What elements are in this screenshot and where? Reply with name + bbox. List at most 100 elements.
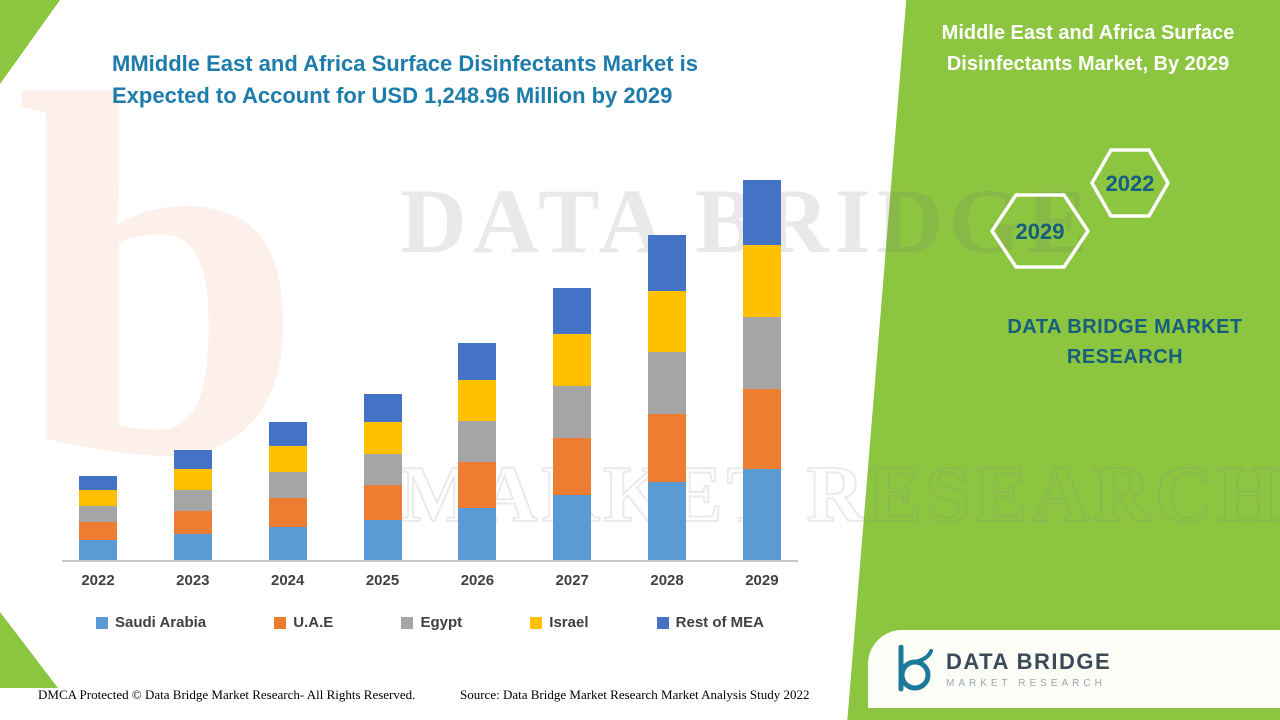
legend-label: Egypt bbox=[420, 614, 463, 631]
bar-segment bbox=[79, 522, 117, 540]
logo-panel: DATA BRIDGE MARKET RESEARCH bbox=[868, 630, 1280, 708]
legend-item: Rest of MEA bbox=[656, 614, 764, 631]
legend-swatch bbox=[96, 616, 108, 629]
bar-segment bbox=[268, 471, 307, 498]
bar-stack bbox=[363, 393, 402, 560]
bar-stack bbox=[458, 342, 497, 560]
bar-segment bbox=[173, 489, 212, 511]
bar-segment bbox=[268, 422, 307, 446]
category-labels: 2022 2023 2024 2025 2026 2027 2028 2029 bbox=[62, 572, 798, 589]
legend-swatch bbox=[401, 616, 414, 629]
bar-segment bbox=[648, 235, 687, 291]
bar-segment bbox=[553, 288, 592, 335]
stacked-bar-chart: 2022 2023 2024 2025 2026 2027 2028 2029 bbox=[62, 180, 798, 589]
legend-item: U.A.E bbox=[274, 614, 333, 631]
hexagon-badges: 2029 2022 bbox=[989, 148, 1171, 269]
bar-stack bbox=[553, 288, 592, 560]
green-corner-triangle-bottom bbox=[0, 612, 58, 688]
axis-label: 2028 bbox=[650, 572, 684, 589]
logo-subtitle: MARKET RESEARCH bbox=[946, 678, 1106, 689]
hexagon-2022-label: 2022 bbox=[1106, 171, 1155, 196]
bar-segment bbox=[742, 468, 781, 560]
bar-column bbox=[447, 180, 507, 560]
logo-title: DATA BRIDGE bbox=[946, 649, 1112, 674]
bar-segment bbox=[363, 422, 402, 454]
bar-segment bbox=[648, 482, 687, 560]
axis-label: 2029 bbox=[745, 572, 779, 589]
hexagon-2029-outline bbox=[989, 193, 1091, 269]
bar-segment bbox=[363, 485, 402, 521]
bar-segment bbox=[363, 393, 402, 423]
bar-segment bbox=[79, 475, 117, 491]
bar-segment bbox=[363, 520, 402, 560]
bar-segment bbox=[173, 510, 212, 534]
legend-swatch bbox=[656, 616, 669, 629]
bar-column bbox=[542, 180, 602, 560]
bar-stack bbox=[79, 475, 117, 560]
legend-swatch bbox=[530, 616, 543, 629]
axis-label: 2025 bbox=[365, 572, 400, 589]
bar-segment bbox=[363, 453, 402, 486]
bar-segment bbox=[173, 449, 212, 469]
legend-item: Israel bbox=[530, 614, 589, 631]
bar-segment bbox=[79, 490, 117, 507]
bar-segment bbox=[173, 533, 212, 560]
data-bridge-logo-icon bbox=[898, 645, 933, 692]
bar-segment bbox=[553, 334, 592, 387]
bar-segment bbox=[648, 414, 687, 483]
bars bbox=[62, 180, 798, 562]
legend-label: Israel bbox=[549, 614, 589, 631]
axis-label: 2027 bbox=[555, 572, 589, 589]
bar-segment bbox=[553, 386, 592, 438]
bar-segment bbox=[742, 317, 781, 390]
bar-column bbox=[353, 180, 413, 560]
bar-stack bbox=[742, 180, 781, 560]
footer-copyright: DMCA Protected © Data Bridge Market Rese… bbox=[38, 687, 416, 702]
axis-label: 2024 bbox=[271, 572, 305, 589]
axis-label: 2022 bbox=[81, 572, 115, 589]
legend-item: Egypt bbox=[401, 614, 462, 631]
bar-segment bbox=[458, 379, 497, 421]
legend-label: Rest of MEA bbox=[675, 614, 764, 631]
bar-segment bbox=[458, 420, 497, 463]
footer-source: Source: Data Bridge Market Research Mark… bbox=[460, 687, 810, 702]
bar-stack bbox=[173, 449, 212, 560]
legend-item: Saudi Arabia bbox=[96, 614, 206, 631]
bar-segment bbox=[648, 352, 687, 415]
bar-segment bbox=[79, 539, 117, 560]
bar-segment bbox=[648, 290, 687, 353]
page-title: MMiddle East and Africa Surface Disinfec… bbox=[112, 51, 699, 108]
bar-column bbox=[163, 180, 223, 560]
bar-column bbox=[68, 180, 128, 560]
legend-swatch bbox=[274, 616, 287, 629]
bar-segment bbox=[268, 445, 307, 472]
axis-label: 2026 bbox=[460, 572, 495, 589]
brand-text: DATA BRIDGE MARKET RESEARCH bbox=[1007, 316, 1243, 368]
axis-label: 2023 bbox=[176, 572, 210, 589]
bar-segment bbox=[458, 462, 497, 508]
bar-column bbox=[258, 180, 318, 560]
bar-segment bbox=[458, 507, 497, 560]
legend-label: Saudi Arabia bbox=[115, 614, 207, 631]
green-corner-triangle-top bbox=[0, 0, 60, 84]
bar-segment bbox=[553, 494, 592, 560]
bar-stack bbox=[648, 235, 687, 560]
bar-segment bbox=[79, 506, 117, 523]
bar-column bbox=[732, 180, 792, 560]
legend: Saudi Arabia U.A.E Egypt Israel Rest of MEA bbox=[62, 614, 798, 631]
bar-segment bbox=[742, 389, 781, 469]
bar-segment bbox=[268, 526, 307, 560]
bar-stack bbox=[268, 422, 307, 560]
bar-segment bbox=[742, 245, 781, 318]
bar-column bbox=[637, 180, 697, 560]
bar-segment bbox=[742, 180, 781, 246]
bar-segment bbox=[268, 497, 307, 527]
side-panel-title: Middle East and Africa Surface Disinfect… bbox=[941, 22, 1235, 75]
hexagon-2029-label: 2029 bbox=[1016, 219, 1065, 244]
bar-segment bbox=[173, 468, 212, 490]
legend-label: U.A.E bbox=[293, 614, 334, 631]
bar-segment bbox=[553, 437, 592, 495]
hexagon-2022-outline bbox=[1089, 148, 1171, 218]
